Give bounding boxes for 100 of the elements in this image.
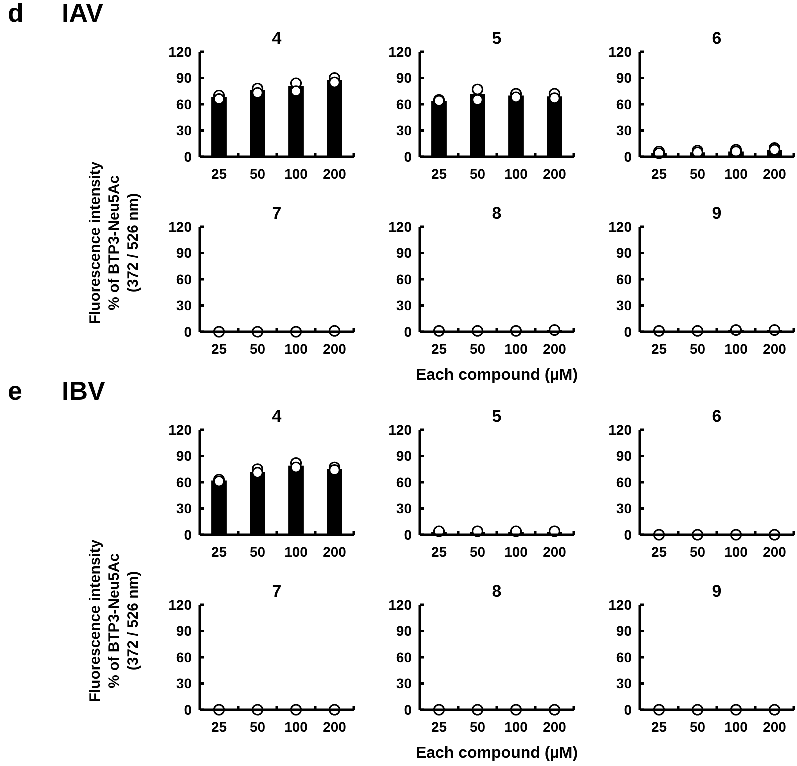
- y-tick-label: 120: [388, 218, 412, 235]
- y-tick-label: 120: [608, 596, 632, 613]
- chart-title: 8: [492, 582, 502, 601]
- y-tick-label: 60: [616, 271, 632, 288]
- y-tick-label: 90: [176, 70, 192, 86]
- text: d: [8, 0, 24, 28]
- y-tick-label: 30: [176, 298, 192, 314]
- y-tick-label: 60: [396, 96, 412, 112]
- y-tick-label: 30: [176, 676, 192, 692]
- x-tick-label: 200: [543, 719, 567, 735]
- x-tick-label: 100: [724, 166, 748, 182]
- x-tick-label: 25: [431, 166, 448, 182]
- y-tick-label: 120: [168, 422, 192, 438]
- y-tick-label: 120: [168, 44, 192, 60]
- x-tick-label: 200: [323, 544, 347, 560]
- y-tick-label: 0: [624, 702, 632, 718]
- x-tick-label: 200: [763, 341, 787, 357]
- x-tick-label: 200: [323, 166, 347, 182]
- y-tick-label: 60: [176, 649, 192, 666]
- y-tick-label: 30: [176, 122, 192, 139]
- x-tick-label: 50: [250, 166, 266, 182]
- y-tick-label: 90: [176, 245, 192, 262]
- y-tick-label: 60: [616, 649, 632, 666]
- y-tick-label: 30: [396, 500, 412, 517]
- text: IBV: [62, 376, 106, 406]
- x-tick-label: 50: [690, 341, 706, 357]
- x-tick-label: 100: [504, 719, 528, 735]
- x-tick-label: 25: [651, 719, 668, 735]
- x-tick-label: 200: [763, 544, 787, 560]
- y-tick-label: 30: [176, 500, 192, 517]
- x-tick-label: 25: [211, 544, 228, 560]
- chart-title: 7: [272, 204, 282, 223]
- y-tick-label: 90: [616, 448, 632, 464]
- y-tick-label: 90: [176, 448, 192, 464]
- y-tick-label: 60: [176, 474, 192, 490]
- y-tick-label: 0: [624, 148, 632, 165]
- x-tick-label: 25: [211, 719, 228, 735]
- x-tick-label: 100: [724, 544, 748, 560]
- y-tick-label: 120: [168, 218, 192, 235]
- x-tick-label: 100: [284, 166, 308, 182]
- y-tick-label: 30: [396, 122, 412, 139]
- x-tick-label: 50: [690, 719, 706, 735]
- x-tick-label: 50: [250, 341, 266, 357]
- x-tick-label: 100: [504, 166, 528, 182]
- chart-title: 9: [712, 204, 722, 223]
- y-tick-label: 90: [396, 623, 412, 640]
- y-tick-label: 90: [616, 623, 632, 640]
- x-tick-label: 100: [504, 341, 528, 357]
- y-tick-label: 0: [404, 324, 412, 340]
- y-tick-label: 60: [396, 474, 412, 490]
- chart-title: 9: [712, 582, 722, 601]
- x-tick-label: 100: [284, 719, 308, 735]
- y-tick-label: 30: [616, 122, 632, 139]
- y-tick-label: 60: [396, 649, 412, 666]
- x-tick-label: 100: [504, 544, 528, 560]
- y-tick-label: 30: [616, 500, 632, 517]
- y-tick-label: 90: [396, 245, 412, 262]
- x-tick-label: 50: [470, 719, 486, 735]
- y-tick-label: 0: [184, 702, 192, 718]
- y-tick-label: 0: [404, 148, 412, 165]
- x-tick-label: 25: [431, 544, 448, 560]
- x-tick-label: 100: [284, 544, 308, 560]
- y-tick-label: 30: [616, 298, 632, 314]
- x-tick-label: 100: [284, 341, 308, 357]
- y-tick-label: 0: [404, 526, 412, 543]
- x-tick-label: 200: [323, 341, 347, 357]
- x-tick-label: 200: [543, 166, 567, 182]
- x-tick-label: 25: [651, 341, 668, 357]
- y-tick-label: 120: [388, 596, 412, 613]
- x-tick-label: 25: [651, 166, 668, 182]
- x-tick-label: 25: [211, 341, 228, 357]
- x-tick-label: 25: [431, 719, 448, 735]
- x-tick-label: 100: [724, 341, 748, 357]
- y-tick-label: 60: [616, 96, 632, 112]
- x-tick-label: 100: [724, 719, 748, 735]
- chart-title: 4: [272, 29, 282, 48]
- chart-title: 8: [492, 204, 502, 223]
- y-tick-label: 60: [616, 474, 632, 490]
- y-tick-label: 0: [184, 526, 192, 543]
- y-tick-label: 0: [184, 324, 192, 340]
- x-tick-label: 200: [543, 341, 567, 357]
- text: e: [8, 376, 22, 406]
- x-tick-label: 50: [470, 544, 486, 560]
- chart-title: 6: [712, 29, 722, 48]
- x-tick-label: 50: [470, 341, 486, 357]
- x-tick-label: 50: [690, 544, 706, 560]
- y-tick-label: 30: [396, 298, 412, 314]
- y-tick-label: 30: [396, 676, 412, 692]
- y-tick-label: 90: [176, 623, 192, 640]
- y-tick-label: 60: [396, 271, 412, 288]
- chart-title: 5: [492, 407, 502, 426]
- y-tick-label: 30: [616, 676, 632, 692]
- text: IAV: [62, 0, 104, 28]
- y-tick-label: 120: [168, 596, 192, 613]
- y-tick-label: 120: [608, 218, 632, 235]
- y-axis-title: Fluorescence intensity % of BTP3-Neu5Ac (372 / 526 nm): [87, 161, 142, 324]
- y-tick-label: 60: [176, 96, 192, 112]
- y-tick-label: 90: [396, 448, 412, 464]
- y-tick-label: 120: [388, 422, 412, 438]
- x-tick-label: 25: [431, 341, 448, 357]
